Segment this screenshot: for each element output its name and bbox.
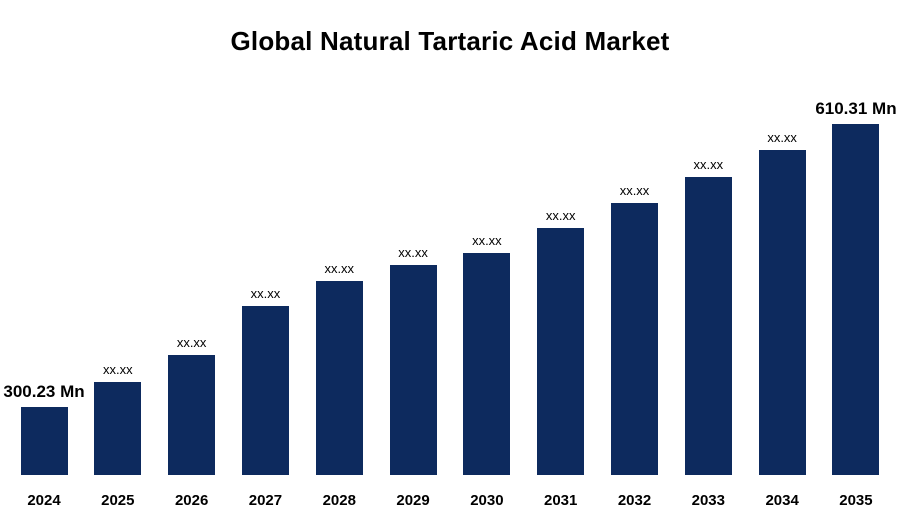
x-axis-tick-label: 2034	[765, 491, 799, 509]
x-axis-tick-label: 2032	[617, 491, 652, 509]
bar-column: xx.xx 2028	[303, 261, 375, 525]
bar-column: xx.xx 2026	[156, 335, 228, 525]
x-axis-tick-label: 2030	[470, 491, 504, 509]
bar	[389, 265, 437, 475]
bar-value-label: xx.xx	[176, 335, 207, 350]
bar-value-label: xx.xx	[472, 233, 502, 248]
bar-value-label: xx.xx	[545, 208, 576, 223]
x-axis-tick-label: 2029	[396, 491, 430, 509]
bar	[611, 203, 658, 475]
bar-column: 300.23 Mn 2024	[3, 382, 84, 525]
bar-value-label: 300.23 Mn	[3, 382, 85, 401]
bar-value-label: xx.xx	[103, 362, 133, 377]
bar-value-label: xx.xx	[619, 183, 650, 198]
bar	[241, 306, 289, 475]
bar-column: xx.xx 2029	[377, 245, 449, 525]
x-axis-tick-label: 2031	[544, 491, 578, 509]
bar	[94, 382, 142, 475]
bar	[315, 281, 363, 475]
bar	[463, 253, 511, 475]
bar-column: xx.xx 2034	[746, 130, 818, 525]
chart-title: Global Natural Tartaric Acid Market	[230, 26, 670, 56]
x-axis-tick-label: 2033	[691, 491, 725, 509]
bar	[168, 355, 216, 475]
bar-value-label: xx.xx	[398, 245, 428, 260]
bar-column: xx.xx 2033	[672, 157, 744, 525]
bar-column: xx.xx 2031	[525, 208, 597, 525]
x-axis-tick-label: 2024	[27, 491, 61, 509]
bar-column: xx.xx 2032	[599, 183, 671, 525]
bar-column: xx.xx 2030	[451, 233, 523, 525]
bar	[832, 124, 880, 475]
bar	[758, 150, 806, 475]
bar-column: 610.31 Mn 2035	[815, 99, 896, 525]
x-axis-tick-label: 2025	[101, 491, 135, 509]
bar-value-label: xx.xx	[324, 261, 355, 276]
bar-column: xx.xx 2025	[82, 362, 154, 525]
bar-value-label: xx.xx	[250, 286, 281, 301]
bar-value-label: xx.xx	[767, 130, 797, 145]
bar-chart: 300.23 Mn 2024 xx.xx 2025 xx.xx 2026 xx.xx 2027…	[3, 70, 896, 525]
bar-value-label: 610.31 Mn	[815, 99, 897, 118]
bar	[20, 407, 68, 475]
bar-column: xx.xx 2027	[229, 286, 301, 525]
bar	[684, 177, 732, 475]
x-axis-tick-label: 2027	[248, 491, 283, 509]
x-axis-tick-label: 2026	[174, 491, 209, 509]
x-axis-tick-label: 2035	[839, 491, 873, 509]
x-axis-tick-label: 2028	[322, 491, 356, 509]
bar-value-label: xx.xx	[693, 157, 724, 172]
bar	[537, 228, 585, 475]
